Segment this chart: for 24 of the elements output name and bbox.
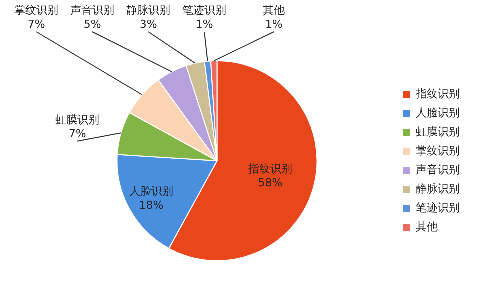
data-label: 7% <box>28 18 46 31</box>
data-label: 1% <box>196 18 214 31</box>
data-label: 3% <box>140 18 158 31</box>
legend-label: 静脉识别 <box>416 182 460 196</box>
legend-label: 掌纹识别 <box>416 144 460 158</box>
data-label: 18% <box>139 199 164 212</box>
slice-label: 掌纹识别 <box>14 4 59 17</box>
legend-label: 笔迹识别 <box>416 201 460 214</box>
data-label: 1% <box>265 18 283 31</box>
slice-label: 声音识别 <box>70 4 115 17</box>
legend-label: 其他 <box>416 220 438 234</box>
slice-label: 虹膜识别 <box>56 113 100 126</box>
legend-label: 虹膜识别 <box>416 125 460 138</box>
data-label: 58% <box>258 176 283 190</box>
slice-label: 其他 <box>263 4 286 17</box>
legend-label: 声音识别 <box>416 163 460 176</box>
slice-label: 指纹识别 <box>248 162 293 176</box>
legend-label: 人脸识别 <box>416 106 460 120</box>
slice-label: 静脉识别 <box>126 4 171 17</box>
data-label: 7% <box>68 127 86 140</box>
slice-label: 笔迹识别 <box>182 4 227 17</box>
legend-label: 指纹识别 <box>415 87 460 100</box>
data-label: 5% <box>84 18 102 31</box>
slice-label: 人脸识别 <box>130 185 174 198</box>
